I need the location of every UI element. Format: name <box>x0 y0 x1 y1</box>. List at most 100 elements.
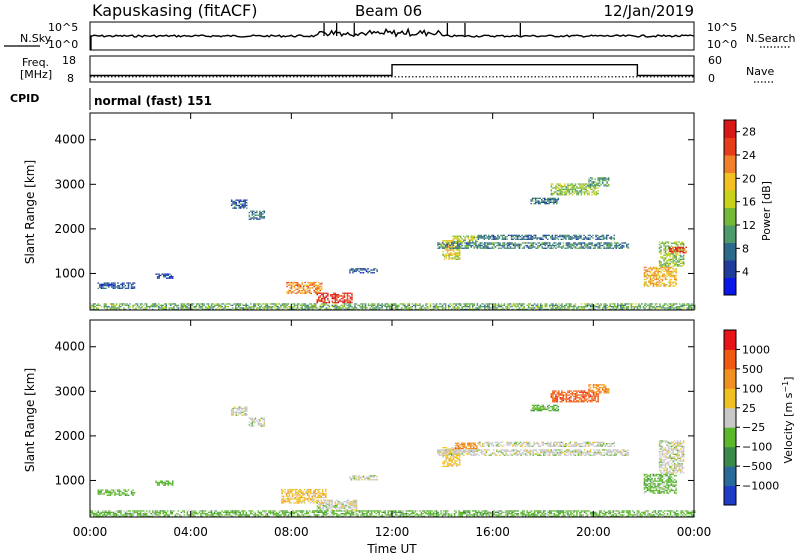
heatmap-cell <box>148 306 151 308</box>
heatmap-cell <box>200 306 202 308</box>
heatmap-cell <box>661 282 664 285</box>
heatmap-cell <box>370 304 373 306</box>
heatmap-cell <box>558 451 560 454</box>
heatmap-cell <box>664 248 667 250</box>
heatmap-cell <box>109 492 112 494</box>
heatmap-cell <box>336 503 338 505</box>
heatmap-cell <box>488 247 491 249</box>
heatmap-cell <box>556 199 558 201</box>
heatmap-cell <box>553 201 555 203</box>
heatmap-cell <box>389 308 391 310</box>
heatmap-cell <box>595 187 598 189</box>
heatmap-cell <box>561 187 563 189</box>
heatmap-cell <box>468 445 470 447</box>
heatmap-cell <box>349 270 351 273</box>
heatmap-cell <box>499 242 501 244</box>
heatmap-cell <box>588 308 590 310</box>
heatmap-cell <box>515 306 518 308</box>
heatmap-cell <box>492 445 495 447</box>
heatmap-cell <box>666 249 668 251</box>
heatmap-cell <box>316 287 318 289</box>
heatmap-cell <box>457 258 459 260</box>
heatmap-cell <box>158 481 160 484</box>
heatmap-cell <box>603 185 605 187</box>
heatmap-cell <box>666 272 668 274</box>
heatmap-cell <box>544 406 546 408</box>
heatmap-cell <box>317 488 319 491</box>
heatmap-cell <box>505 243 507 245</box>
heatmap-cell <box>541 441 543 443</box>
heatmap-cell <box>661 278 664 281</box>
heatmap-cell <box>484 246 486 248</box>
cpid-text: normal (fast) 151 <box>94 94 212 108</box>
heatmap-cell <box>245 307 247 309</box>
heatmap-cell <box>673 274 676 277</box>
heatmap-cell <box>582 191 584 193</box>
heatmap-cell <box>487 242 489 244</box>
heatmap-cell <box>478 454 480 456</box>
heatmap-cell <box>171 307 173 309</box>
heatmap-cell <box>346 505 349 507</box>
heatmap-cell <box>476 303 479 305</box>
heatmap-cell <box>532 306 534 308</box>
heatmap-cell <box>343 295 346 297</box>
heatmap-cell <box>574 441 576 443</box>
heatmap-cell <box>183 306 186 308</box>
heatmap-cell <box>549 453 551 455</box>
heatmap-cell <box>483 237 486 239</box>
heatmap-cell <box>130 490 133 492</box>
heatmap-cell <box>443 246 445 248</box>
heatmap-cell <box>376 306 379 308</box>
heatmap-cell <box>349 502 352 504</box>
heatmap-cell <box>451 240 453 242</box>
heatmap-cell <box>624 450 626 452</box>
heatmap-cell <box>553 246 556 248</box>
heatmap-cell <box>366 307 368 309</box>
power-colorbar-tick-label: 28 <box>742 126 756 139</box>
heatmap-cell <box>617 306 619 308</box>
heatmap-cell <box>467 443 469 446</box>
heatmap-cell <box>271 308 273 310</box>
heatmap-cell <box>287 303 290 305</box>
heatmap-cell <box>553 191 556 193</box>
heatmap-cell <box>308 491 310 493</box>
heatmap-cell <box>645 303 648 305</box>
heatmap-cell <box>577 247 580 249</box>
heatmap-cell <box>467 451 469 454</box>
heatmap-cell <box>547 203 549 205</box>
heatmap-cell <box>351 295 353 297</box>
heatmap-cell <box>672 272 674 274</box>
heatmap-cell <box>441 242 444 244</box>
heatmap-cell <box>580 450 583 452</box>
heatmap-cell <box>350 268 353 270</box>
heatmap-cell <box>150 304 152 306</box>
heatmap-cell <box>289 281 291 284</box>
heatmap-cell <box>358 268 360 270</box>
heatmap-cell <box>265 304 267 306</box>
heatmap-cell <box>655 277 658 279</box>
heatmap-cell <box>200 303 202 305</box>
heatmap-cell <box>321 285 323 288</box>
heatmap-cell <box>328 507 331 509</box>
heatmap-cell <box>584 444 587 446</box>
heatmap-cell <box>509 246 512 248</box>
heatmap-cell <box>667 241 670 243</box>
heatmap-cell <box>659 306 661 308</box>
heatmap-cell <box>263 308 266 310</box>
heatmap-cell <box>139 303 142 305</box>
heatmap-cell <box>598 177 601 179</box>
heatmap-cell <box>361 272 363 274</box>
heatmap-cell <box>120 494 122 496</box>
heatmap-cell <box>538 200 540 202</box>
heatmap-cell <box>132 286 134 288</box>
heatmap-cell <box>591 242 593 244</box>
heatmap-cell <box>370 306 373 308</box>
heatmap-cell <box>524 236 526 238</box>
heatmap-cell <box>333 308 335 310</box>
heatmap-cell <box>602 441 605 443</box>
heatmap-cell <box>321 281 323 284</box>
heatmap-cell <box>321 300 323 302</box>
heatmap-cell <box>234 206 236 208</box>
heatmap-cell <box>130 492 133 494</box>
heatmap-cell <box>612 308 614 310</box>
